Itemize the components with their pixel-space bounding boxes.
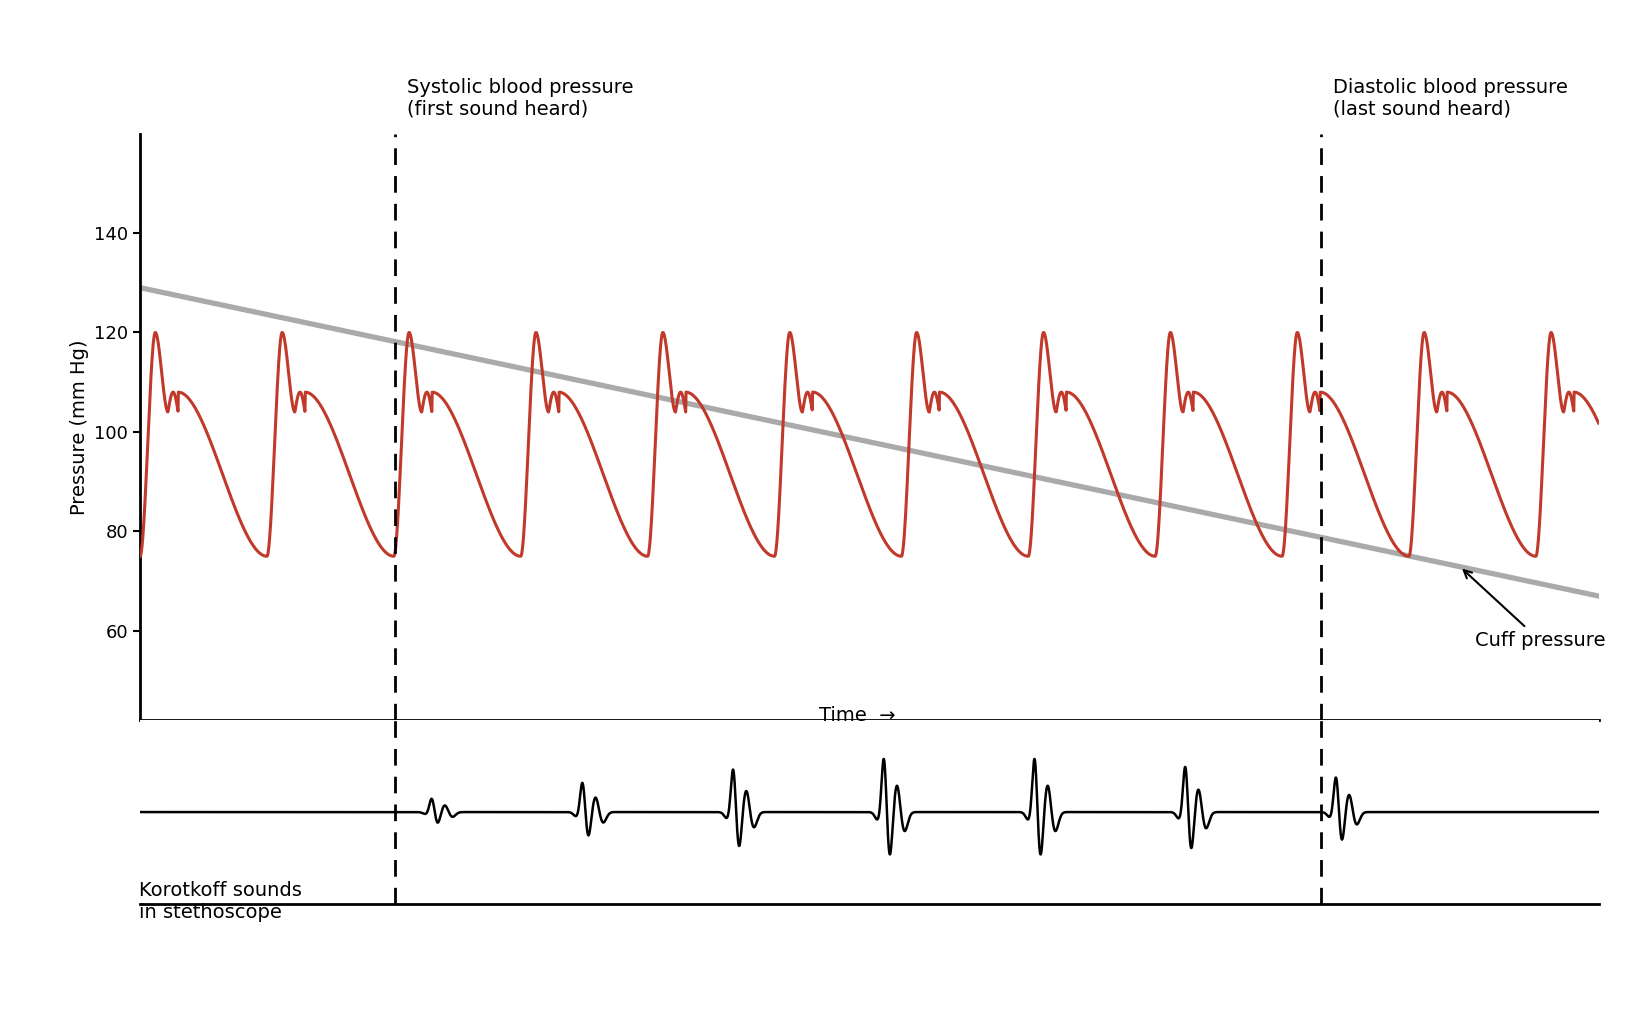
Y-axis label: Pressure (mm Hg): Pressure (mm Hg) [69, 339, 89, 515]
Text: Time  →: Time → [819, 706, 895, 725]
Text: Korotkoff sounds
in stethoscope: Korotkoff sounds in stethoscope [138, 881, 302, 922]
Text: Cuff pressure: Cuff pressure [1463, 570, 1605, 650]
Text: Diastolic blood pressure
(last sound heard): Diastolic blood pressure (last sound hea… [1333, 78, 1567, 118]
Text: Systolic blood pressure
(first sound heard): Systolic blood pressure (first sound hea… [407, 78, 633, 118]
